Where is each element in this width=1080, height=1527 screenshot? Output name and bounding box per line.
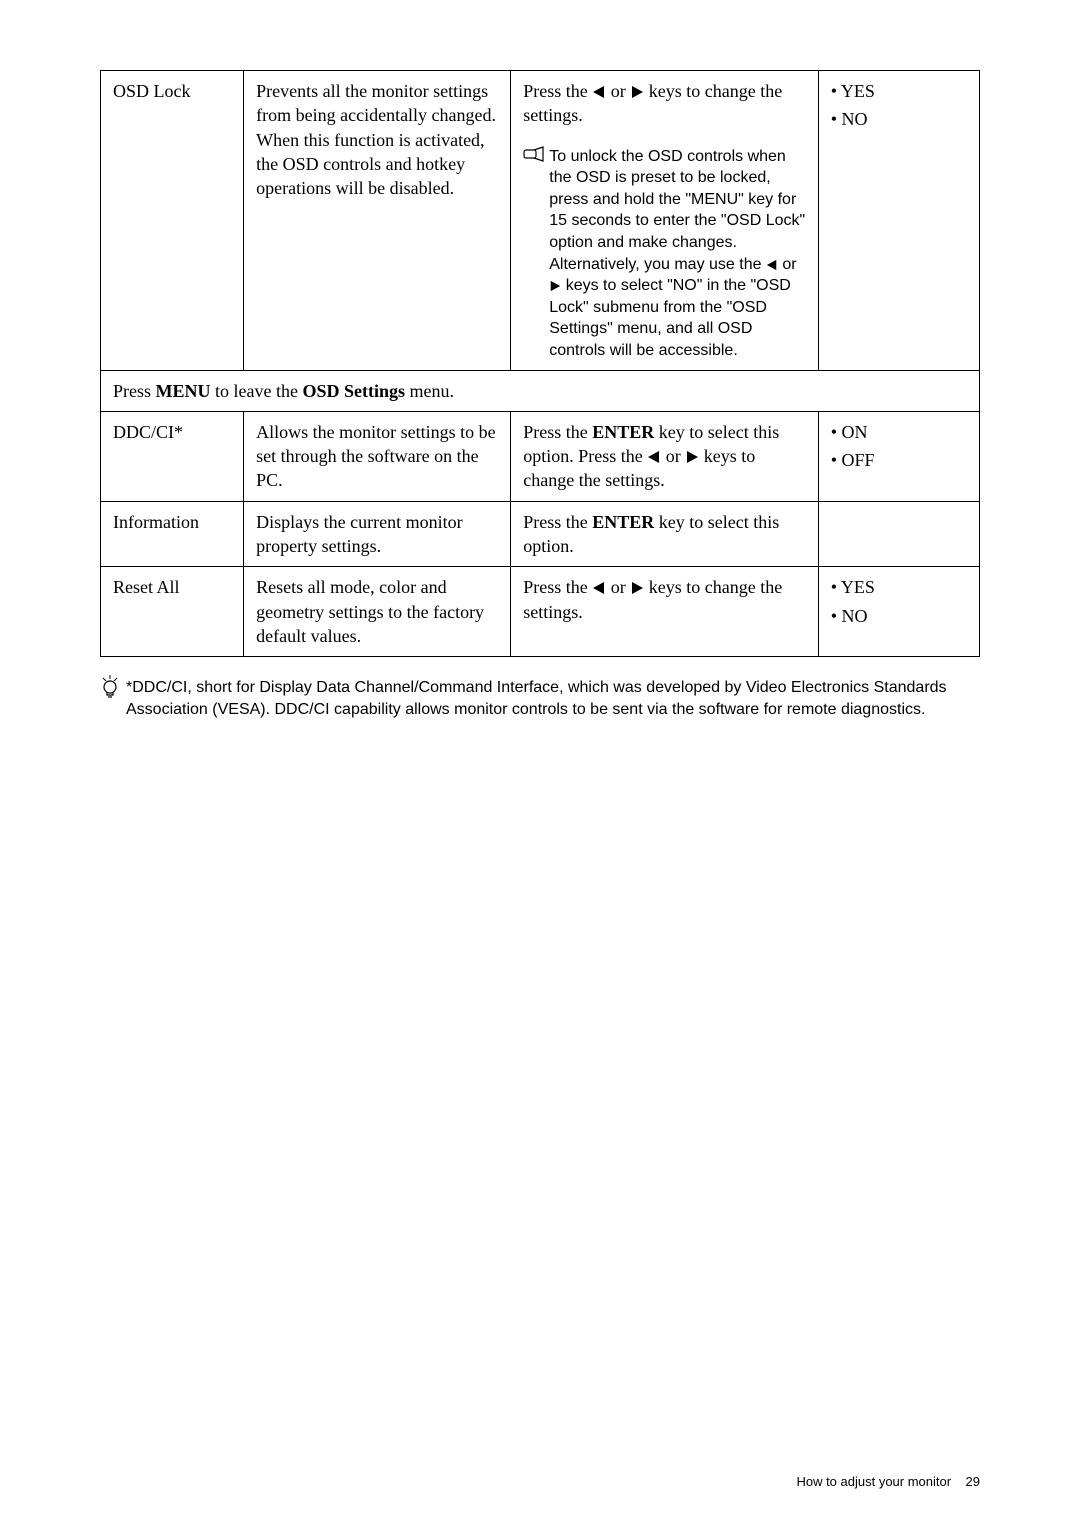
table-row: Reset All Resets all mode, color and geo… [101,567,980,657]
osd-settings-table: OSD Lock Prevents all the monitor settin… [100,70,980,657]
row-name: OSD Lock [113,81,191,101]
cell-options: • YES • NO [818,567,979,657]
lightbulb-icon [100,675,120,720]
cell-action: Press the or keys to change the settings… [511,567,818,657]
enter-bold: ENTER [592,422,654,442]
action-top: Press the or keys to change the settings… [523,79,807,128]
row-name: Information [113,512,199,532]
triangle-right-icon [549,280,561,292]
row-desc: Resets all mode, color and geometry sett… [256,577,484,646]
triangle-left-icon [647,450,661,464]
option-value: • YES [831,79,969,103]
footnote-row: *DDC/CI, short for Display Data Channel/… [100,677,980,720]
option-value: • YES [831,575,969,599]
cell-name: Reset All [101,567,244,657]
row-name: Reset All [113,577,180,597]
option-value: • ON [831,420,969,444]
triangle-left-icon [592,85,606,99]
triangle-right-icon [685,450,699,464]
cell-name: OSD Lock [101,71,244,371]
cell-options: • ON • OFF [818,411,979,501]
cell-desc: Resets all mode, color and geometry sett… [244,567,511,657]
cell-desc: Displays the current monitor property se… [244,501,511,567]
footnote-text: *DDC/CI, short for Display Data Channel/… [126,677,980,720]
row-desc: Allows the monitor settings to be set th… [256,422,495,491]
menu-row-cell: Press MENU to leave the OSD Settings men… [101,370,980,411]
triangle-left-icon [766,259,778,271]
footer-page: 29 [966,1474,980,1489]
cell-name: DDC/CI* [101,411,244,501]
option-value: • OFF [831,448,969,472]
cell-action: Press the ENTER key to select this optio… [511,411,818,501]
triangle-left-icon [592,581,606,595]
table-row-menu: Press MENU to leave the OSD Settings men… [101,370,980,411]
page-content: OSD Lock Prevents all the monitor settin… [0,0,1080,760]
cell-action: Press the or keys to change the settings… [511,71,818,371]
cell-options: • YES • NO [818,71,979,371]
cell-action: Press the ENTER key to select this optio… [511,501,818,567]
cell-desc: Allows the monitor settings to be set th… [244,411,511,501]
row-desc: Prevents all the monitor settings from b… [256,81,496,198]
table-row: OSD Lock Prevents all the monitor settin… [101,71,980,371]
osd-settings-bold: OSD Settings [302,381,405,401]
cell-options [818,501,979,567]
option-value: • NO [831,107,969,131]
triangle-right-icon [630,581,644,595]
note-body: To unlock the OSD controls when the OSD … [549,146,807,362]
option-value: • NO [831,604,969,628]
pointer-icon [523,146,545,162]
triangle-right-icon [630,85,644,99]
row-name: DDC/CI* [113,422,183,442]
row-desc: Displays the current monitor property se… [256,512,462,556]
note-block: To unlock the OSD controls when the OSD … [523,146,807,362]
page-footer: How to adjust your monitor 29 [796,1474,980,1489]
footer-text: How to adjust your monitor [796,1474,951,1489]
cell-name: Information [101,501,244,567]
table-row: Information Displays the current monitor… [101,501,980,567]
cell-desc: Prevents all the monitor settings from b… [244,71,511,371]
note-icon-col [523,146,549,362]
menu-bold: MENU [156,381,211,401]
enter-bold: ENTER [592,512,654,532]
table-row: DDC/CI* Allows the monitor settings to b… [101,411,980,501]
